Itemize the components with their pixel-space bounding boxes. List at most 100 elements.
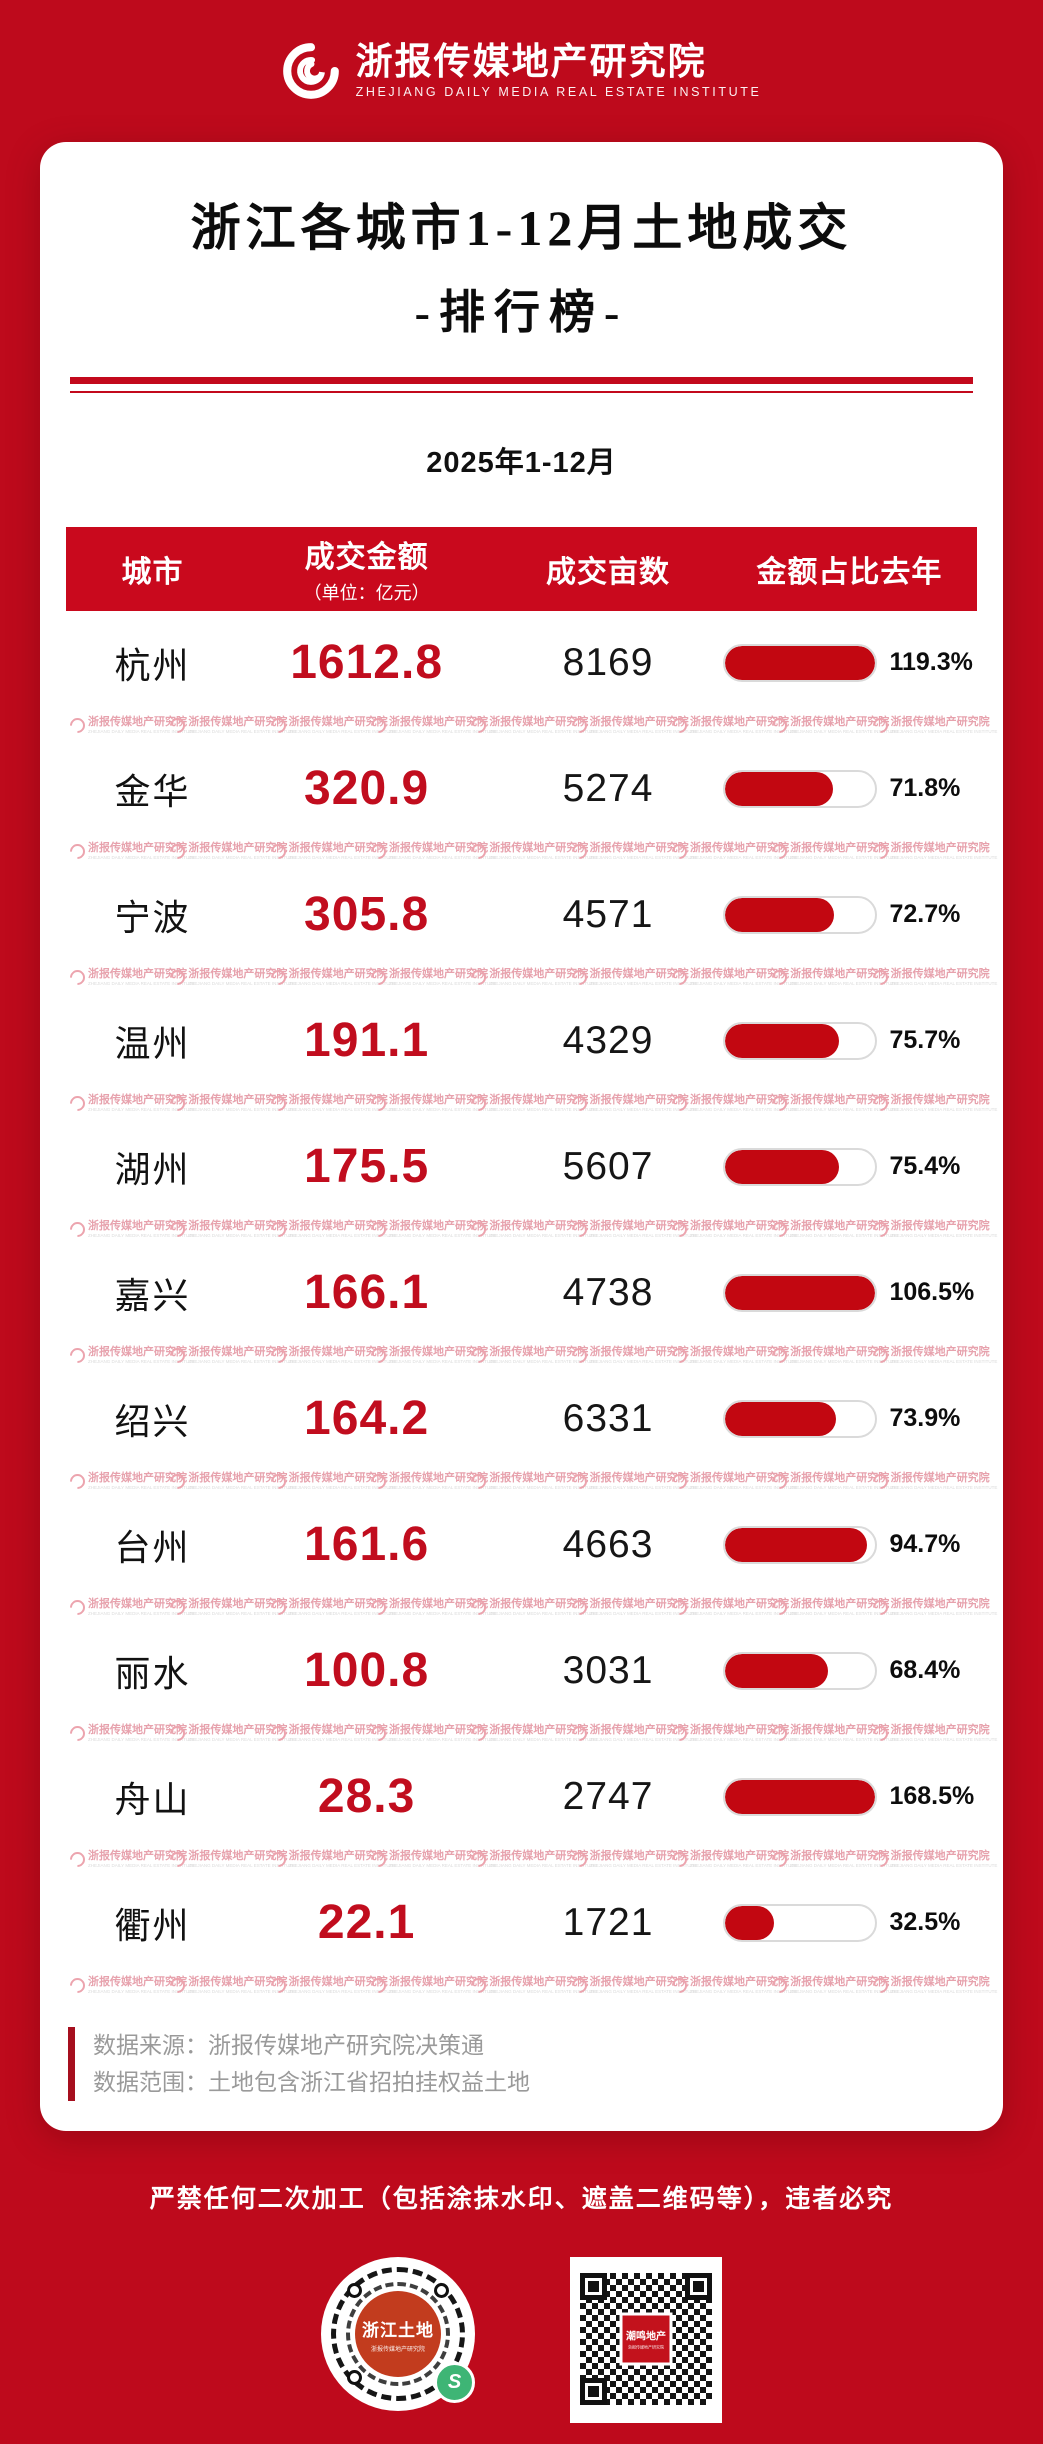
watermark-text-cn: 浙报传媒地产研究院 xyxy=(489,841,589,854)
row-ratio: 73.9% xyxy=(722,1399,977,1438)
watermark-swirl-icon xyxy=(167,714,189,737)
watermark-text-en: ZHEJIANG DAILY MEDIA REAL ESTATE INSTITU… xyxy=(890,1988,998,1994)
watermark-text-en: ZHEJIANG DAILY MEDIA REAL ESTATE INSTITU… xyxy=(288,1484,396,1490)
watermark-logo: 浙报传媒地产研究院 ZHEJIANG DAILY MEDIA REAL ESTA… xyxy=(769,1218,897,1241)
watermark-swirl-icon xyxy=(468,714,490,737)
watermark-text-cn: 浙报传媒地产研究院 xyxy=(790,1597,890,1610)
watermark-text-en: ZHEJIANG DAILY MEDIA REAL ESTATE INSTITU… xyxy=(589,1736,697,1742)
qr-finder-pattern xyxy=(685,2273,712,2301)
ratio-percent-label: 168.5% xyxy=(889,1782,975,1811)
watermark-text-en: ZHEJIANG DAILY MEDIA REAL ESTATE INSTITU… xyxy=(288,1988,396,1994)
watermark-swirl-icon xyxy=(769,714,791,737)
watermark-logo: 浙报传媒地产研究院 ZHEJIANG DAILY MEDIA REAL ESTA… xyxy=(869,966,997,989)
brand-name-en: ZHEJIANG DAILY MEDIA REAL ESTATE INSTITU… xyxy=(355,85,762,100)
ratio-percent-label: 75.7% xyxy=(889,1026,961,1055)
watermark-swirl-icon xyxy=(869,1596,891,1619)
watermark-text-cn: 浙报传媒地产研究院 xyxy=(589,1345,689,1358)
watermark-logo: 浙报传媒地产研究院 ZHEJIANG DAILY MEDIA REAL ESTA… xyxy=(769,966,897,989)
watermark-swirl-icon xyxy=(468,1722,490,1745)
watermark-text-cn: 浙报传媒地产研究院 xyxy=(88,1093,187,1106)
watermark-swirl-icon xyxy=(267,1218,289,1241)
watermark-logo: 浙报传媒地产研究院 ZHEJIANG DAILY MEDIA REAL ESTA… xyxy=(568,1596,696,1619)
watermark-text-en: ZHEJIANG DAILY MEDIA REAL ESTATE INSTITU… xyxy=(790,1736,898,1742)
watermark-strip: 浙报传媒地产研究院 ZHEJIANG DAILY MEDIA REAL ESTA… xyxy=(66,1465,997,1499)
watermark-swirl-icon xyxy=(267,1470,289,1493)
watermark-logo: 浙报传媒地产研究院 ZHEJIANG DAILY MEDIA REAL ESTA… xyxy=(869,840,997,863)
watermark-text-cn: 浙报传媒地产研究院 xyxy=(388,1975,488,1988)
watermark-swirl-icon xyxy=(167,1092,189,1115)
watermark-logo: 浙报传媒地产研究院 ZHEJIANG DAILY MEDIA REAL ESTA… xyxy=(668,1596,797,1619)
watermark-swirl-icon xyxy=(66,1848,89,1871)
watermark-text-cn: 浙报传媒地产研究院 xyxy=(489,1093,589,1106)
watermark-text-en: ZHEJIANG DAILY MEDIA REAL ESTATE INSTITU… xyxy=(288,1736,396,1742)
footnote-lines: 数据来源：浙报传媒地产研究院决策通 数据范围：土地包含浙江省招拍挂权益土地 xyxy=(75,2027,530,2102)
watermark-swirl-icon xyxy=(367,966,390,989)
watermark-logo: 浙报传媒地产研究院 ZHEJIANG DAILY MEDIA REAL ESTA… xyxy=(66,966,195,989)
watermark-text-en: ZHEJIANG DAILY MEDIA REAL ESTATE INSTITU… xyxy=(188,1484,296,1490)
table-header: 城市 成交金额 （单位：亿元） 成交亩数 金额占比去年 xyxy=(66,526,977,611)
table-row: 台州 161.6 4663 94.7% xyxy=(66,1499,977,1591)
watermark-text-en: ZHEJIANG DAILY MEDIA REAL ESTATE INSTITU… xyxy=(88,854,195,860)
row-ratio: 168.5% xyxy=(722,1777,977,1816)
watermark-text-cn: 浙报传媒地产研究院 xyxy=(88,715,187,728)
watermark-logo: 浙报传媒地产研究院 ZHEJIANG DAILY MEDIA REAL ESTA… xyxy=(668,1092,797,1115)
watermark-text-cn: 浙报传媒地产研究院 xyxy=(288,1345,388,1358)
row-ratio: 32.5% xyxy=(722,1903,977,1942)
watermark-text-en: ZHEJIANG DAILY MEDIA REAL ESTATE INSTITU… xyxy=(288,854,396,860)
watermark-swirl-icon xyxy=(367,840,390,863)
watermark-text-en: ZHEJIANG DAILY MEDIA REAL ESTATE INSTITU… xyxy=(388,1610,496,1616)
brand-header: 浙报传媒地产研究院 ZHEJIANG DAILY MEDIA REAL ESTA… xyxy=(0,0,1043,142)
row-city: 丽水 xyxy=(114,1652,191,1694)
tamper-warning: 严禁任何二次加工（包括涂抹水印、遮盖二维码等），违者必究 xyxy=(149,2185,894,2214)
table-row: 杭州 1612.8 8169 119.3% xyxy=(66,617,977,709)
ratio-bar-track xyxy=(723,1399,878,1438)
watermark-text-en: ZHEJIANG DAILY MEDIA REAL ESTATE INSTITU… xyxy=(388,1232,496,1238)
watermark-text-en: ZHEJIANG DAILY MEDIA REAL ESTATE INSTITU… xyxy=(589,1484,697,1490)
watermark-text-cn: 浙报传媒地产研究院 xyxy=(188,1471,288,1484)
row-mu: 4329 xyxy=(562,1018,654,1062)
row-mu: 4571 xyxy=(562,892,654,936)
watermark-text-en: ZHEJIANG DAILY MEDIA REAL ESTATE INSTITU… xyxy=(489,1736,597,1742)
watermark-swirl-icon xyxy=(167,1974,189,1997)
ratio-bar-fill xyxy=(725,1023,839,1058)
watermark-text-cn: 浙报传媒地产研究院 xyxy=(890,1849,990,1862)
watermark-text-en: ZHEJIANG DAILY MEDIA REAL ESTATE INSTITU… xyxy=(890,980,998,986)
watermark-text-cn: 浙报传媒地产研究院 xyxy=(188,1723,288,1736)
watermark-swirl-icon xyxy=(66,1470,89,1493)
watermark-text-en: ZHEJIANG DAILY MEDIA REAL ESTATE INSTITU… xyxy=(188,980,296,986)
watermark-swirl-icon xyxy=(668,1470,691,1493)
watermark-swirl-icon xyxy=(668,1596,691,1619)
watermark-text-en: ZHEJIANG DAILY MEDIA REAL ESTATE INSTITU… xyxy=(288,980,396,986)
watermark-swirl-icon xyxy=(568,1848,590,1871)
watermark-swirl-icon xyxy=(66,714,89,737)
watermark-swirl-icon xyxy=(568,714,590,737)
watermark-swirl-icon xyxy=(367,1092,390,1115)
ratio-percent-label: 71.8% xyxy=(889,774,961,803)
header-amount: 成交金额 （单位：亿元） xyxy=(239,532,494,605)
row-ratio: 68.4% xyxy=(722,1651,977,1690)
watermark-logo: 浙报传媒地产研究院 ZHEJIANG DAILY MEDIA REAL ESTA… xyxy=(167,1344,295,1367)
watermark-swirl-icon xyxy=(568,1092,590,1115)
watermark-swirl-icon xyxy=(167,1722,189,1745)
watermark-logo: 浙报传媒地产研究院 ZHEJIANG DAILY MEDIA REAL ESTA… xyxy=(167,1470,295,1493)
watermark-swirl-icon xyxy=(367,1470,390,1493)
watermark-text-cn: 浙报传媒地产研究院 xyxy=(489,1471,589,1484)
watermark-text-cn: 浙报传媒地产研究院 xyxy=(790,1975,890,1988)
watermark-swirl-icon xyxy=(167,1596,189,1619)
watermark-logo: 浙报传媒地产研究院 ZHEJIANG DAILY MEDIA REAL ESTA… xyxy=(367,1218,496,1241)
wechat-icon: S xyxy=(434,2362,475,2404)
watermark-text-cn: 浙报传媒地产研究院 xyxy=(88,1471,187,1484)
row-ratio: 75.4% xyxy=(722,1147,977,1186)
row-amount: 164.2 xyxy=(304,1392,430,1446)
footnote-block: 数据来源：浙报传媒地产研究院决策通 数据范围：土地包含浙江省招拍挂权益土地 xyxy=(68,2026,975,2102)
watermark-text-en: ZHEJIANG DAILY MEDIA REAL ESTATE INSTITU… xyxy=(188,1862,296,1868)
watermark-text-en: ZHEJIANG DAILY MEDIA REAL ESTATE INSTITU… xyxy=(489,1232,597,1238)
watermark-text-en: ZHEJIANG DAILY MEDIA REAL ESTATE INSTITU… xyxy=(388,980,496,986)
watermark-text-cn: 浙报传媒地产研究院 xyxy=(388,841,488,854)
watermark-text-en: ZHEJIANG DAILY MEDIA REAL ESTATE INSTITU… xyxy=(890,728,998,734)
watermark-swirl-icon xyxy=(568,1218,590,1241)
watermark-text-en: ZHEJIANG DAILY MEDIA REAL ESTATE INSTITU… xyxy=(890,1862,998,1868)
watermark-text-cn: 浙报传媒地产研究院 xyxy=(288,1471,388,1484)
qr-matrix: 潮鸣地产 浙报传媒地产研究院 xyxy=(580,2273,712,2406)
qr-center-sublabel: 浙报传媒地产研究院 xyxy=(370,2346,425,2353)
